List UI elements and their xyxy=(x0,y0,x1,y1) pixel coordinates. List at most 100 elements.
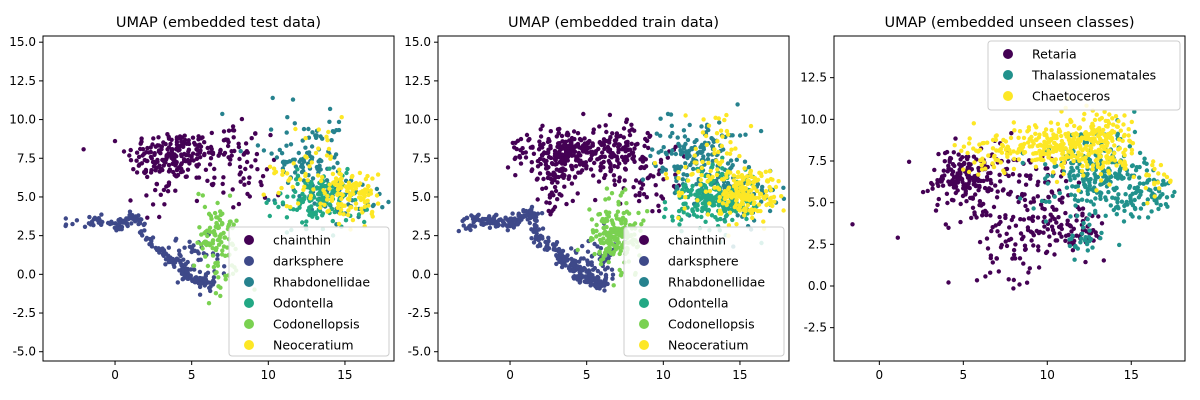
data-point xyxy=(721,183,727,188)
data-point xyxy=(1043,132,1049,137)
plot-frame xyxy=(42,35,395,362)
data-point xyxy=(930,186,935,191)
data-point xyxy=(711,178,716,184)
data-point xyxy=(959,148,964,153)
data-point xyxy=(712,202,717,208)
data-point xyxy=(194,156,200,161)
legend-marker xyxy=(1003,70,1013,80)
data-point xyxy=(1149,209,1154,214)
data-point xyxy=(360,210,365,215)
data-point xyxy=(503,215,508,220)
data-point xyxy=(195,240,200,245)
data-point xyxy=(602,175,607,181)
data-point xyxy=(332,209,337,215)
data-point xyxy=(206,211,212,217)
data-point xyxy=(951,150,956,155)
data-point xyxy=(190,135,196,140)
data-point xyxy=(681,128,687,133)
data-point xyxy=(661,145,666,150)
data-point xyxy=(1076,137,1081,142)
data-point xyxy=(988,213,993,218)
chart-title: UMAP (embedded test data) xyxy=(116,15,321,31)
data-point xyxy=(510,140,515,146)
data-point xyxy=(280,172,285,177)
data-point xyxy=(230,128,236,133)
data-point xyxy=(729,165,734,170)
x-tick-label: 15 xyxy=(337,368,352,382)
data-point xyxy=(1042,214,1047,220)
data-point xyxy=(1164,195,1170,200)
data-point xyxy=(236,141,241,146)
data-point xyxy=(1119,176,1125,181)
data-point xyxy=(569,246,574,251)
data-point xyxy=(604,129,609,135)
data-point xyxy=(603,267,608,272)
data-point xyxy=(992,153,997,158)
data-point xyxy=(571,276,577,281)
data-point xyxy=(357,190,362,196)
data-point xyxy=(128,158,134,163)
data-point xyxy=(575,274,580,279)
data-point xyxy=(1082,131,1088,136)
data-point xyxy=(327,166,332,171)
data-point xyxy=(994,148,999,153)
data-point xyxy=(611,283,616,288)
data-point xyxy=(529,204,535,210)
data-point xyxy=(231,135,236,140)
data-point xyxy=(197,292,203,297)
data-point xyxy=(513,173,518,178)
data-point xyxy=(1035,157,1040,162)
data-point xyxy=(569,141,574,147)
data-point xyxy=(515,138,521,143)
x-tick-label: 15 xyxy=(1124,368,1139,382)
y-tick-label: 2.5 xyxy=(17,229,36,243)
data-point xyxy=(370,214,375,219)
data-point xyxy=(70,221,75,227)
data-point xyxy=(614,226,619,231)
data-point xyxy=(1016,179,1022,184)
data-point xyxy=(1122,132,1127,138)
data-point xyxy=(362,219,367,225)
data-point xyxy=(704,142,710,147)
data-point xyxy=(612,182,618,187)
x-tick-label: 0 xyxy=(506,368,514,382)
data-point xyxy=(145,145,150,151)
x-tick-label: 0 xyxy=(876,368,884,382)
data-point xyxy=(138,141,143,146)
data-point xyxy=(547,192,553,198)
data-point xyxy=(277,147,282,153)
data-point xyxy=(659,194,664,199)
data-point xyxy=(520,150,526,156)
data-point xyxy=(348,183,353,188)
data-point xyxy=(1081,220,1086,226)
data-point xyxy=(1089,138,1094,143)
data-point xyxy=(615,158,620,163)
data-point xyxy=(196,175,202,180)
data-point xyxy=(594,222,599,228)
data-point xyxy=(198,242,204,247)
data-point xyxy=(695,189,700,194)
data-point xyxy=(1164,174,1170,180)
data-point xyxy=(1130,141,1136,146)
data-point xyxy=(218,148,223,153)
data-point xyxy=(554,261,559,267)
legend-label: Rhabdonellidae xyxy=(668,275,765,290)
data-point xyxy=(575,131,581,136)
data-point xyxy=(1122,159,1127,164)
data-point xyxy=(1057,129,1063,134)
data-point xyxy=(144,235,150,241)
data-point xyxy=(603,277,608,282)
data-point xyxy=(316,186,321,191)
data-point xyxy=(725,161,731,166)
data-point xyxy=(569,256,574,262)
data-point xyxy=(320,213,325,218)
data-point xyxy=(1058,133,1064,139)
data-point xyxy=(779,194,784,199)
data-point xyxy=(1079,197,1085,202)
data-point xyxy=(612,237,617,242)
data-point xyxy=(966,169,972,175)
data-point xyxy=(267,164,273,169)
data-point xyxy=(338,184,343,189)
data-point xyxy=(971,146,976,151)
data-point xyxy=(701,147,706,152)
